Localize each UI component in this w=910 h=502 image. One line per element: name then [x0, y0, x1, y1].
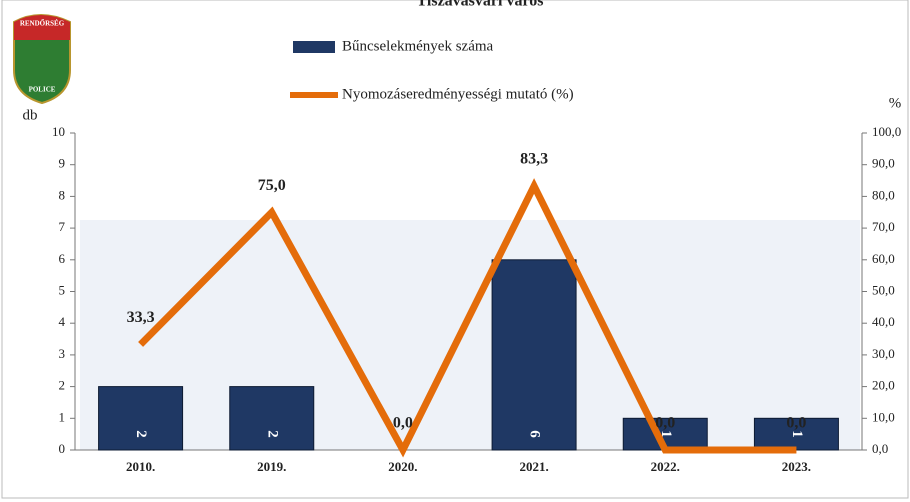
y-tick-label: 0 — [59, 441, 66, 456]
y2-tick-label: 20,0 — [872, 378, 895, 393]
bar — [99, 387, 183, 450]
legend-swatch — [293, 41, 335, 53]
y-tick-label: 2 — [59, 378, 66, 393]
y-tick-label: 9 — [59, 156, 66, 171]
background-image — [80, 220, 860, 450]
line-value-label: 33,3 — [127, 309, 155, 326]
y2-tick-label: 50,0 — [872, 282, 895, 297]
bar-value-label: 2 — [264, 430, 280, 438]
bar-value-label: 6 — [527, 430, 543, 438]
bar — [230, 387, 314, 450]
y-tick-label: 6 — [59, 251, 66, 266]
y2-tick-label: 10,0 — [872, 409, 895, 424]
y2-tick-label: 70,0 — [872, 219, 895, 234]
x-tick-label: 2023. — [782, 459, 811, 474]
y-tick-label: 5 — [59, 282, 66, 297]
line-value-label: 0,0 — [786, 415, 806, 432]
x-tick-label: 2022. — [651, 459, 680, 474]
y2-tick-label: 30,0 — [872, 346, 895, 361]
x-tick-label: 2019. — [257, 459, 286, 474]
y-tick-label: 10 — [52, 124, 65, 139]
legend-label: Nyomozáseredményességi mutató (%) — [342, 86, 574, 102]
logo: RENDŐRSÉG POLICE — [14, 15, 70, 103]
y-axis-label: db — [23, 107, 38, 123]
y2-tick-label: 0,0 — [872, 441, 888, 456]
y-tick-label: 3 — [59, 346, 66, 361]
y2-axis-label: % — [889, 95, 902, 111]
y2-tick-label: 40,0 — [872, 314, 895, 329]
chart-title: Tiszavasvári város — [417, 0, 544, 10]
line-value-label: 0,0 — [655, 415, 675, 432]
logo-top-text: RENDŐRSÉG — [20, 20, 65, 28]
legend-label: Bűncselekmények száma — [342, 38, 494, 54]
y-tick-label: 7 — [59, 219, 66, 234]
y2-tick-label: 60,0 — [872, 251, 895, 266]
line-value-label: 83,3 — [520, 151, 548, 168]
line-value-label: 75,0 — [258, 177, 286, 194]
chart: Tiszavasvári város RENDŐRSÉG POLICE db %… — [0, 0, 910, 502]
y-tick-label: 8 — [59, 187, 66, 202]
y-tick-label: 1 — [59, 409, 66, 424]
x-tick-label: 2021. — [519, 459, 548, 474]
y2-tick-label: 80,0 — [872, 187, 895, 202]
x-tick-label: 2010. — [126, 459, 155, 474]
line-value-label: 0,0 — [393, 415, 413, 432]
logo-bottom-text: POLICE — [29, 86, 56, 94]
y2-tick-label: 90,0 — [872, 156, 895, 171]
y2-tick-label: 100,0 — [872, 124, 901, 139]
x-tick-label: 2020. — [388, 459, 417, 474]
bar — [492, 260, 576, 450]
y-tick-label: 4 — [59, 314, 66, 329]
bar-value-label: 2 — [133, 430, 149, 438]
